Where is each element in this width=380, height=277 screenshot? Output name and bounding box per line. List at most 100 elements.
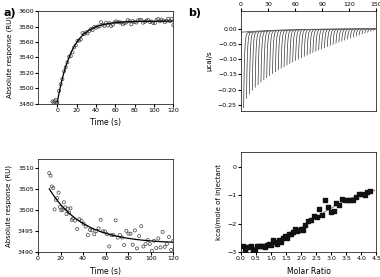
Point (302, 223, 309, 227)
Point (331, 209, 337, 214)
Point (137, 17, 143, 22)
Point (350, 198, 356, 202)
Point (69, 218, 75, 222)
Point (150, 21, 156, 25)
Point (359, 192, 365, 196)
Point (100, 229, 106, 234)
Point (70, 50, 76, 55)
Point (131, 20, 138, 24)
Point (66, 211, 72, 215)
Point (260, 243, 266, 248)
Point (157, 245, 163, 250)
Point (134, 246, 140, 251)
Point (61, 200, 67, 204)
Point (83, 224, 89, 229)
Point (132, 228, 138, 233)
Point (286, 232, 292, 236)
Point (136, 234, 142, 238)
Point (147, 242, 153, 246)
Point (140, 20, 146, 25)
Point (128, 22, 134, 27)
Point (147, 20, 153, 24)
Point (160, 230, 166, 234)
Point (63, 212, 70, 216)
Point (49, 184, 55, 189)
Point (345, 198, 351, 202)
Point (50, 186, 56, 190)
Point (162, 245, 168, 249)
Point (127, 19, 133, 23)
Point (149, 248, 155, 253)
Point (62, 205, 68, 210)
Point (112, 218, 119, 223)
Point (105, 23, 111, 28)
Point (113, 19, 119, 24)
Point (116, 20, 122, 25)
Point (347, 198, 353, 202)
Point (133, 20, 139, 25)
Point (52, 207, 58, 212)
Text: a): a) (4, 8, 16, 18)
Point (290, 229, 296, 234)
Point (294, 229, 300, 233)
Point (122, 21, 128, 25)
Point (118, 20, 124, 25)
Point (162, 20, 168, 24)
Point (70, 216, 76, 221)
Point (88, 27, 94, 31)
Point (66, 55, 72, 59)
Point (121, 243, 127, 247)
Y-axis label: Absolute response (RU): Absolute response (RU) (6, 165, 13, 247)
Point (54, 196, 60, 200)
Point (135, 18, 141, 23)
Point (125, 231, 131, 236)
Point (169, 17, 175, 21)
Point (364, 190, 370, 194)
Point (119, 235, 125, 240)
Point (117, 233, 123, 237)
Point (46, 171, 52, 175)
Point (264, 243, 270, 247)
Point (367, 189, 373, 193)
Point (157, 19, 163, 24)
Point (250, 247, 256, 252)
Point (138, 18, 144, 22)
Point (165, 17, 171, 21)
Point (91, 25, 97, 29)
Point (89, 228, 95, 233)
Point (353, 195, 359, 199)
Text: b): b) (188, 8, 201, 18)
Point (84, 31, 90, 36)
X-axis label: Time (s): Time (s) (90, 267, 121, 276)
Point (93, 25, 99, 30)
Point (328, 210, 334, 214)
Point (282, 234, 288, 238)
Point (73, 43, 79, 48)
Point (155, 17, 161, 21)
Point (167, 19, 173, 24)
Point (78, 219, 84, 223)
Point (87, 228, 93, 232)
Point (76, 38, 82, 43)
Point (120, 22, 126, 27)
Point (292, 226, 298, 231)
Point (319, 212, 325, 217)
Point (74, 227, 80, 231)
Point (145, 17, 151, 22)
Point (322, 198, 328, 202)
Point (143, 19, 149, 23)
Point (160, 18, 166, 23)
Point (61, 69, 67, 73)
Point (85, 233, 91, 237)
Point (314, 215, 320, 219)
Point (95, 226, 101, 230)
Point (125, 18, 131, 22)
Point (339, 197, 345, 202)
Point (342, 198, 348, 202)
Point (51, 100, 57, 105)
Point (154, 18, 160, 22)
Point (90, 28, 96, 32)
Y-axis label: μcal/s: μcal/s (206, 51, 212, 71)
X-axis label: Molar Ratio: Molar Ratio (287, 267, 331, 276)
Point (98, 20, 104, 24)
